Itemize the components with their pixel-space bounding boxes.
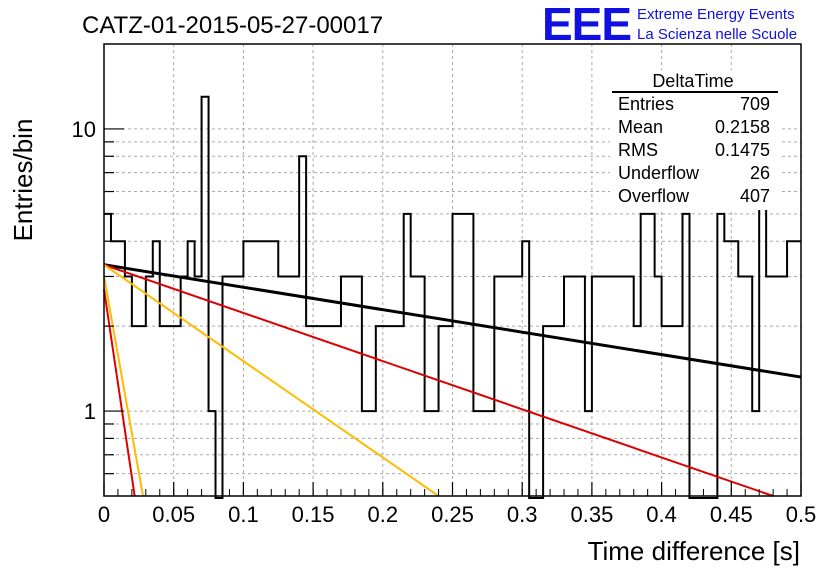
x-tick-label: 0.25 — [431, 502, 474, 527]
histogram-outline — [104, 95, 801, 499]
x-tick-label: 0.1 — [228, 502, 259, 527]
x-tick-label: 0.05 — [152, 502, 195, 527]
fit-lines — [103, 263, 802, 497]
fit-line — [103, 276, 145, 497]
histogram — [104, 95, 801, 499]
fit-line — [103, 263, 774, 497]
logo-line-1: Extreme Energy Events — [637, 6, 795, 23]
stats-label-rms: RMS — [618, 140, 658, 160]
stats-value-mean: 0.2158 — [715, 117, 770, 137]
stats-name: DeltaTime — [652, 71, 733, 91]
y-axis-title: Entries/bin — [8, 119, 38, 242]
logo-line-2: La Scienza nelle Scuole — [637, 26, 797, 43]
stats-value-entries: 709 — [740, 94, 770, 114]
grid — [104, 44, 801, 496]
logo-mark: EEE — [542, 0, 631, 50]
x-tick-label: 0.45 — [710, 502, 753, 527]
x-tick-label: 0.5 — [786, 502, 817, 527]
y-tick-label: 10 — [72, 117, 96, 142]
x-tick-label: 0.15 — [292, 502, 335, 527]
stats-label-mean: Mean — [618, 117, 663, 137]
stats-value-rms: 0.1475 — [715, 140, 770, 160]
stats-label-entries: Entries — [618, 94, 674, 114]
tick-labels: 0 0.05 0.1 0.15 0.2 0.25 0.3 0.35 0.4 0.45 0.5 1 10 — [72, 117, 817, 527]
fit-line — [103, 289, 136, 497]
y-tick-label: 1 — [84, 399, 96, 424]
x-axis-title: Time difference [s] — [588, 536, 800, 566]
fit-line — [103, 263, 440, 497]
x-tick-label: 0 — [98, 502, 110, 527]
stats-label-overflow: Overflow — [618, 186, 690, 206]
ticks — [103, 128, 802, 496]
chart-title: CATZ-01-2015-05-27-00017 — [82, 12, 383, 39]
x-tick-label: 0.4 — [646, 502, 677, 527]
stats-box: DeltaTime Entries 709 Mean 0.2158 RMS 0.… — [610, 70, 780, 210]
stats-value-underflow: 26 — [750, 163, 770, 183]
fit-line — [103, 263, 802, 379]
x-tick-label: 0.2 — [368, 502, 399, 527]
stats-label-underflow: Underflow — [618, 163, 700, 183]
x-tick-label: 0.3 — [507, 502, 538, 527]
stats-box-background — [610, 70, 780, 210]
stats-value-overflow: 407 — [740, 186, 770, 206]
x-tick-label: 0.35 — [570, 502, 613, 527]
